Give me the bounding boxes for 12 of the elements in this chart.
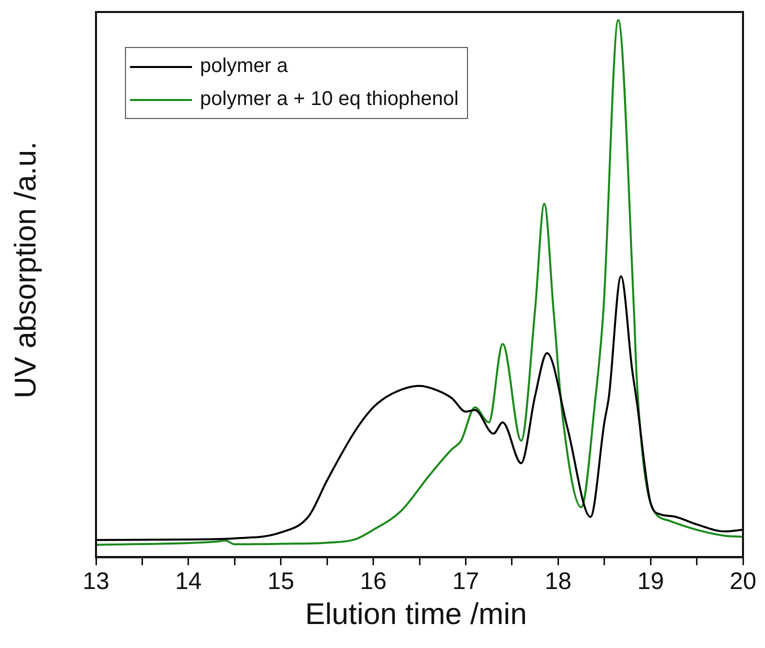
x-tick-label: 16 xyxy=(360,568,387,596)
y-axis-title: UV absorption /a.u. xyxy=(9,142,43,398)
x-tick-label: 15 xyxy=(268,568,294,596)
x-tick-label: 13 xyxy=(82,568,110,596)
legend-label: polymer a xyxy=(200,55,288,78)
x-tick-label: 19 xyxy=(637,568,664,596)
x-tick-label: 17 xyxy=(452,568,480,596)
x-tick-label: 18 xyxy=(544,568,572,596)
x-tick-label: 20 xyxy=(730,568,756,596)
x-axis-title: Elution time /min xyxy=(304,598,528,632)
legend-label: polymer a + 10 eq thiophenol xyxy=(200,88,459,111)
x-tick-label: 14 xyxy=(175,568,202,596)
